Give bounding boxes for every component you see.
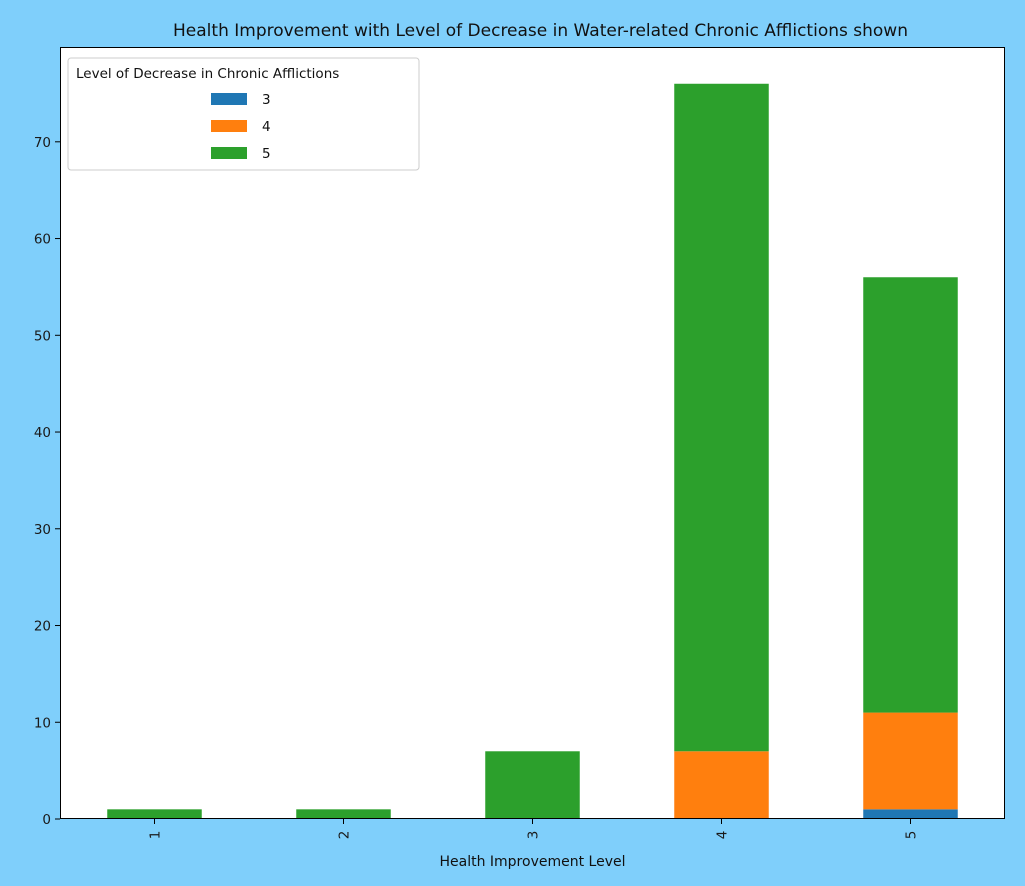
x-tick-label: 5 bbox=[904, 831, 920, 840]
legend-swatch-3 bbox=[211, 93, 247, 105]
legend-swatch-4 bbox=[211, 120, 247, 132]
legend: Level of Decrease in Chronic Afflictions… bbox=[67, 57, 420, 171]
y-tick-label: 10 bbox=[34, 715, 51, 731]
legend-swatch-5 bbox=[211, 147, 247, 159]
bars-layer bbox=[107, 83, 958, 819]
y-tick-label: 20 bbox=[34, 619, 51, 635]
x-tick-label: 3 bbox=[526, 831, 542, 840]
legend-label-3: 3 bbox=[262, 92, 271, 108]
plot-area bbox=[60, 47, 1005, 819]
y-tick-label: 50 bbox=[34, 328, 51, 344]
legend-label-4: 4 bbox=[262, 119, 271, 135]
bar-4-series-5 bbox=[674, 83, 769, 752]
legend-box bbox=[67, 57, 420, 171]
legend-title: Level of Decrease in Chronic Afflictions bbox=[76, 66, 339, 82]
bar-5-series-3 bbox=[863, 809, 958, 819]
y-tick-label: 0 bbox=[42, 812, 51, 828]
axes-layer: 0 10 20 30 40 50 60 70 1 2 3 4 5 bbox=[34, 135, 920, 839]
y-tick-label: 40 bbox=[34, 425, 51, 441]
legend-label-5: 5 bbox=[262, 146, 271, 162]
x-tick-label: 1 bbox=[148, 831, 164, 840]
bar-5-series-4 bbox=[863, 712, 958, 810]
legend-items: 3 4 5 bbox=[211, 92, 271, 162]
y-tick-label: 30 bbox=[34, 522, 51, 538]
bar-2-series-5 bbox=[296, 809, 391, 819]
bar-4-series-4 bbox=[674, 751, 769, 819]
x-axis-label: Health Improvement Level bbox=[439, 854, 625, 870]
x-tick-label: 4 bbox=[715, 831, 731, 840]
plot-frame bbox=[60, 47, 1005, 819]
chart-title: Health Improvement with Level of Decreas… bbox=[173, 21, 908, 41]
y-tick-label: 60 bbox=[34, 232, 51, 248]
y-tick-label: 70 bbox=[34, 135, 51, 151]
bar-3-series-5 bbox=[485, 751, 580, 819]
x-tick-label: 2 bbox=[337, 831, 353, 840]
bar-5-series-5 bbox=[863, 277, 958, 713]
bar-1-series-5 bbox=[107, 809, 202, 819]
